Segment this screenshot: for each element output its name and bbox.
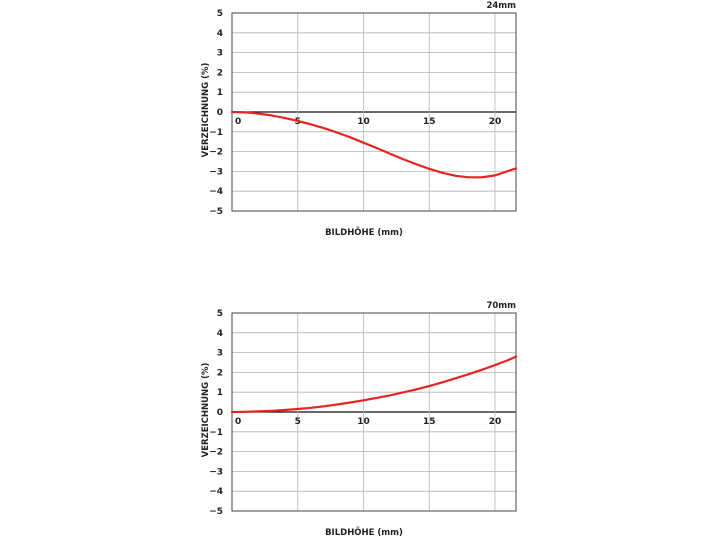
- y-axis-title: VERZEICHNUNG (%): [201, 363, 211, 458]
- y-tick-label: 4: [217, 29, 223, 39]
- focal-length-label: 70mm: [486, 301, 516, 311]
- y-tick-label: −5: [209, 207, 223, 217]
- y-tick-label: −3: [209, 167, 223, 177]
- x-axis-title: BILDHÖHE (mm): [325, 227, 403, 238]
- x-tick-label: 20: [489, 417, 502, 427]
- distortion-chart-70mm: 5 4 3 2 1 0 −1 −2 −3 −4 −5 0 5 10 15 20 BILDHÖHE (mm) VER…: [0, 300, 717, 560]
- y-tick-label: 2: [217, 68, 223, 78]
- distortion-curve: [230, 355, 518, 414]
- x-tick-label: 10: [357, 417, 370, 427]
- y-tick-label: 3: [217, 49, 223, 59]
- x-tick-label: 15: [423, 117, 436, 127]
- y-tick-label: −2: [209, 148, 223, 158]
- y-tick-label: 0: [217, 408, 223, 418]
- y-tick-label: −3: [209, 467, 223, 477]
- y-tick-label: 5: [217, 309, 223, 319]
- x-tick-label: 5: [295, 417, 301, 427]
- distortion-chart-24mm: 5 4 3 2 1 0 −1 −2 −3 −4 −5 0 5 10 15 20 BILDHÖHE (mm) VER…: [0, 0, 717, 260]
- y-tick-label: 4: [217, 329, 223, 339]
- x-tick-label: 10: [357, 117, 370, 127]
- y-tick-label: 2: [217, 368, 223, 378]
- y-tick-label: −2: [209, 448, 223, 458]
- y-tick-label: 5: [217, 9, 223, 19]
- y-tick-label: −4: [209, 187, 223, 197]
- y-tick-label: 1: [217, 388, 223, 398]
- distortion-curve: [230, 110, 518, 179]
- y-tick-label: 0: [217, 108, 223, 118]
- y-tick-label: −1: [209, 428, 223, 438]
- x-axis-title: BILDHÖHE (mm): [325, 527, 403, 538]
- x-tick-label: 15: [423, 417, 436, 427]
- x-tick-label: 0: [235, 117, 241, 127]
- y-tick-label: 3: [217, 349, 223, 359]
- x-tick-label: 20: [489, 117, 502, 127]
- y-tick-label: −1: [209, 128, 223, 138]
- y-tick-label: −4: [209, 487, 223, 497]
- y-tick-label: −5: [209, 507, 223, 517]
- x-tick-label: 0: [235, 417, 241, 427]
- y-axis-title: VERZEICHNUNG (%): [201, 63, 211, 158]
- y-tick-label: 1: [217, 88, 223, 98]
- focal-length-label: 24mm: [486, 1, 516, 11]
